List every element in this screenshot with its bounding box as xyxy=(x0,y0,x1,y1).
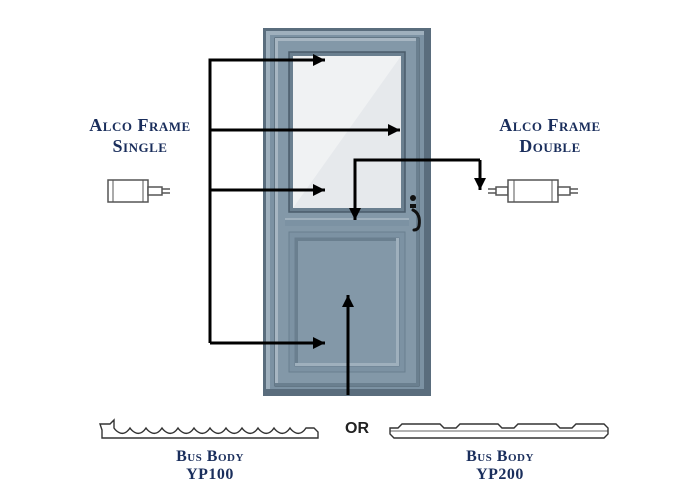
profile-alco-single xyxy=(108,180,170,202)
text: Bus Body xyxy=(176,448,244,465)
text: Bus Body xyxy=(466,448,534,465)
label-alco-frame-single: Alco Frame Single xyxy=(70,115,210,156)
text: Single xyxy=(113,136,168,156)
label-or: OR xyxy=(345,420,369,438)
label-bus-body-yp200: Bus Body YP200 xyxy=(430,448,570,485)
label-alco-frame-double: Alco Frame Double xyxy=(475,115,625,156)
text: Alco Frame xyxy=(499,115,600,135)
door-illustration xyxy=(263,28,431,396)
text: YP100 xyxy=(186,466,234,483)
text: Double xyxy=(519,136,581,156)
text: YP200 xyxy=(476,466,524,483)
profile-yp200 xyxy=(390,424,608,438)
profile-alco-double xyxy=(488,180,578,202)
text: Alco Frame xyxy=(89,115,190,135)
profile-yp100 xyxy=(100,420,318,438)
label-bus-body-yp100: Bus Body YP100 xyxy=(140,448,280,485)
